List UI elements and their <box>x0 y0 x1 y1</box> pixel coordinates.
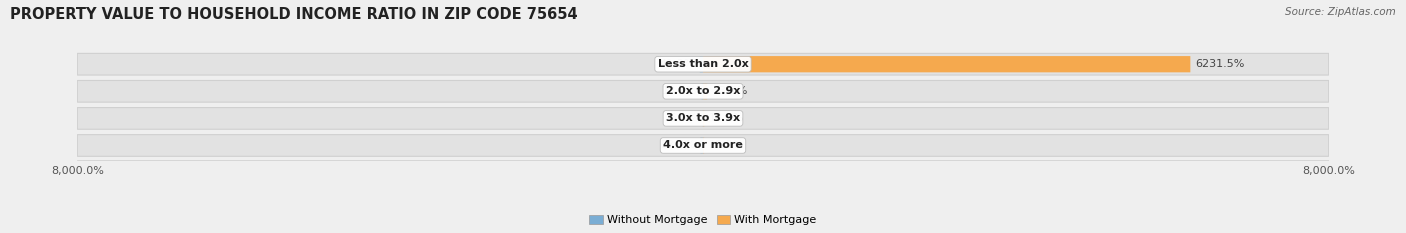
Text: 5.9%: 5.9% <box>669 113 697 123</box>
Text: 6231.5%: 6231.5% <box>1195 59 1244 69</box>
FancyBboxPatch shape <box>77 80 1329 102</box>
FancyBboxPatch shape <box>703 83 707 99</box>
Text: 18.2%: 18.2% <box>709 113 745 123</box>
Text: 15.2%: 15.2% <box>709 140 744 151</box>
Text: 53.7%: 53.7% <box>711 86 747 96</box>
Text: 33.0%: 33.0% <box>661 140 696 151</box>
FancyBboxPatch shape <box>77 135 1329 156</box>
Text: PROPERTY VALUE TO HOUSEHOLD INCOME RATIO IN ZIP CODE 75654: PROPERTY VALUE TO HOUSEHOLD INCOME RATIO… <box>10 7 578 22</box>
Text: Source: ZipAtlas.com: Source: ZipAtlas.com <box>1285 7 1396 17</box>
FancyBboxPatch shape <box>702 83 703 99</box>
FancyBboxPatch shape <box>77 53 1329 75</box>
FancyBboxPatch shape <box>703 56 1191 72</box>
FancyBboxPatch shape <box>703 110 704 127</box>
FancyBboxPatch shape <box>700 137 703 154</box>
Text: 2.0x to 2.9x: 2.0x to 2.9x <box>666 86 740 96</box>
Text: 3.0x to 3.9x: 3.0x to 3.9x <box>666 113 740 123</box>
Text: 41.3%: 41.3% <box>659 59 695 69</box>
FancyBboxPatch shape <box>77 108 1329 129</box>
Legend: Without Mortgage, With Mortgage: Without Mortgage, With Mortgage <box>585 210 821 230</box>
FancyBboxPatch shape <box>700 56 703 72</box>
Text: 18.1%: 18.1% <box>661 86 697 96</box>
Text: Less than 2.0x: Less than 2.0x <box>658 59 748 69</box>
Text: 4.0x or more: 4.0x or more <box>664 140 742 151</box>
